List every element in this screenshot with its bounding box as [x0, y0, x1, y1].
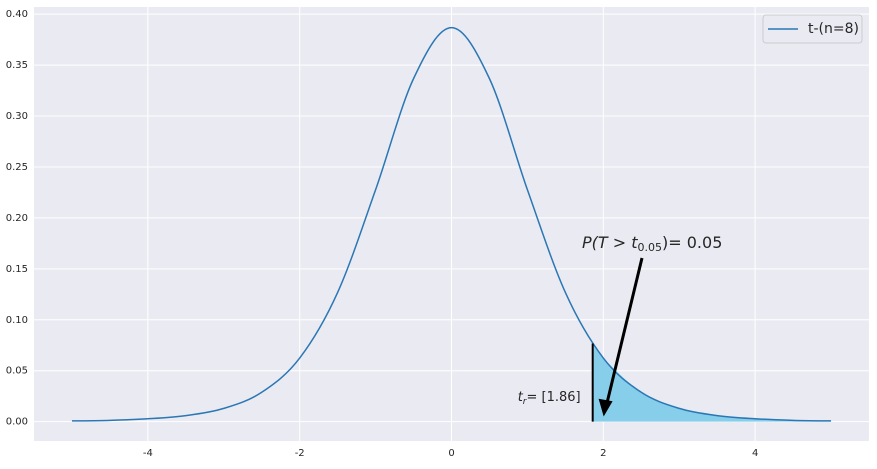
x-tick-label: -4 — [143, 448, 153, 459]
label-sub: 0.05 — [638, 241, 663, 254]
label-text: )= 0.05 — [662, 233, 722, 252]
label-text: P(T > t — [582, 233, 638, 252]
labels: -4 -2 0 2 4 0.00 0.05 0.10 0.15 0.20 0.25 0.30 0.35 0… — [6, 9, 863, 459]
grid — [34, 7, 869, 441]
y-tick-label: 0.25 — [6, 162, 28, 173]
density-line — [71, 26, 832, 422]
x-tick-label: 2 — [600, 448, 606, 459]
probability-label: P(T > t0.05)= 0.05 — [582, 233, 722, 255]
tail-area — [592, 343, 832, 422]
y-tick-label: 0.35 — [6, 60, 28, 71]
y-tick-label: 0.15 — [6, 264, 28, 275]
y-tick-label: 0.10 — [6, 315, 28, 326]
y-tick-label: 0.00 — [6, 417, 28, 428]
y-tick-label: 0.30 — [6, 111, 28, 122]
y-tick-label: 0.20 — [6, 213, 28, 224]
arrow-shaft — [605, 257, 644, 404]
x-tick-label: 0 — [448, 448, 454, 459]
marks — [71, 26, 832, 422]
x-tick-label: -2 — [295, 448, 305, 459]
threshold-label: tr= [1.86] — [518, 390, 581, 407]
y-tick-label: 0.40 — [6, 9, 28, 20]
label-text: = [1.86] — [527, 390, 581, 405]
label-sub: r — [523, 397, 528, 407]
arrow-head — [598, 398, 613, 417]
label-var: t — [518, 390, 524, 405]
legend-box — [762, 14, 863, 44]
x-tick-label: 4 — [752, 448, 758, 459]
legend: t-(n=8) — [762, 14, 863, 44]
y-tick-label: 0.05 — [6, 366, 28, 377]
legend-label: t-(n=8) — [808, 21, 859, 37]
